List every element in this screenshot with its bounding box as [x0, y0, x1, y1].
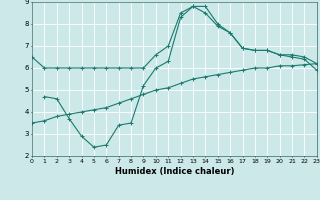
X-axis label: Humidex (Indice chaleur): Humidex (Indice chaleur): [115, 167, 234, 176]
